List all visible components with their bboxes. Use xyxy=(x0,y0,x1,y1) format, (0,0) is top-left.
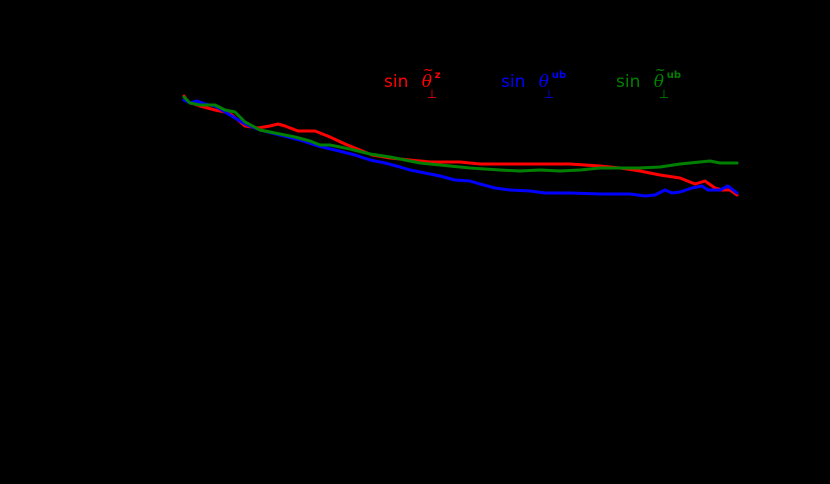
legend: sin θ ~ z ⊥ sin θ ub ⊥ sin θ ~ ub ⊥ xyxy=(384,63,724,112)
series-line-green xyxy=(182,95,739,173)
legend-entry-red: sin θ ~ z ⊥ xyxy=(384,63,441,101)
legend-entry-green: sin θ ~ ub ⊥ xyxy=(616,63,681,101)
legend-subscript-perp: ⊥ xyxy=(426,87,438,101)
legend-function-label: sin xyxy=(501,72,526,92)
legend-superscript: ub xyxy=(666,70,682,81)
legend-theta-symbol: θ ~ ub ⊥ xyxy=(653,63,681,101)
legend-subscript-perp: ⊥ xyxy=(543,87,555,101)
tilde-accent: ~ xyxy=(654,63,666,78)
legend-theta-symbol: θ ~ z ⊥ xyxy=(421,63,441,101)
legend-subscript-perp: ⊥ xyxy=(658,87,670,101)
theta-glyph: θ xyxy=(538,72,550,92)
legend-entry-blue: sin θ ub ⊥ xyxy=(501,70,566,101)
legend-superscript: z xyxy=(434,70,441,81)
theta-glyph: θ xyxy=(421,72,433,92)
legend-function-label: sin xyxy=(616,72,641,92)
tilde-accent: ~ xyxy=(422,63,434,78)
legend-superscript: ub xyxy=(551,70,567,81)
legend-theta-symbol: θ ub ⊥ xyxy=(538,70,566,101)
series-layer xyxy=(182,94,739,198)
legend-function-label: sin xyxy=(384,72,409,92)
theta-glyph: θ xyxy=(653,72,665,92)
